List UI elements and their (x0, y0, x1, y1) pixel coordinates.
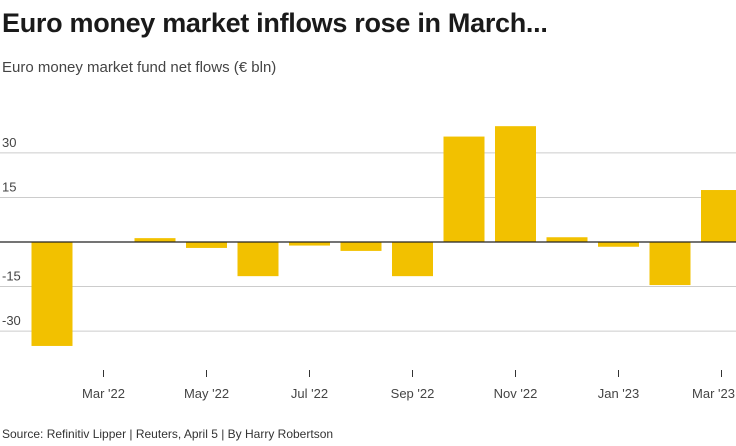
gridlines (0, 152, 736, 332)
bar (237, 242, 279, 277)
x-tick-label: Sep '22 (391, 386, 435, 401)
x-tick-label: Mar '23 (692, 386, 735, 401)
bars (31, 126, 736, 346)
bar (31, 242, 73, 346)
x-tick-label: Jan '23 (598, 386, 640, 401)
y-tick-label: -15 (2, 269, 21, 284)
x-axis-tick-labels: Mar '22 May '22 Jul '22 Sep '22 Nov '22 Jan '… (82, 370, 735, 401)
chart-title: Euro money market inflows rose in March.… (2, 8, 548, 38)
x-tick-label: Nov '22 (494, 386, 538, 401)
x-tick-label: May '22 (184, 386, 229, 401)
bar (495, 126, 536, 242)
y-tick-label: 15 (2, 179, 16, 194)
bar (598, 242, 639, 247)
bar (649, 242, 691, 286)
bar (340, 242, 382, 251)
source-note: Source: Refinitiv Lipper | Reuters, Apri… (2, 427, 334, 441)
bar (186, 242, 227, 248)
bar (134, 238, 176, 242)
y-tick-label: -30 (2, 313, 21, 328)
y-tick-label: 30 (2, 135, 16, 150)
y-axis-tick-labels: 30 15 -15 -30 (2, 135, 21, 328)
bar (289, 242, 330, 246)
x-tick-label: Jul '22 (291, 386, 328, 401)
x-tick-label: Mar '22 (82, 386, 125, 401)
bar (701, 190, 736, 242)
bar (443, 136, 485, 242)
chart-subtitle: Euro money market fund net flows (€ bln) (2, 59, 277, 76)
bar (392, 242, 433, 277)
bar (546, 237, 588, 242)
